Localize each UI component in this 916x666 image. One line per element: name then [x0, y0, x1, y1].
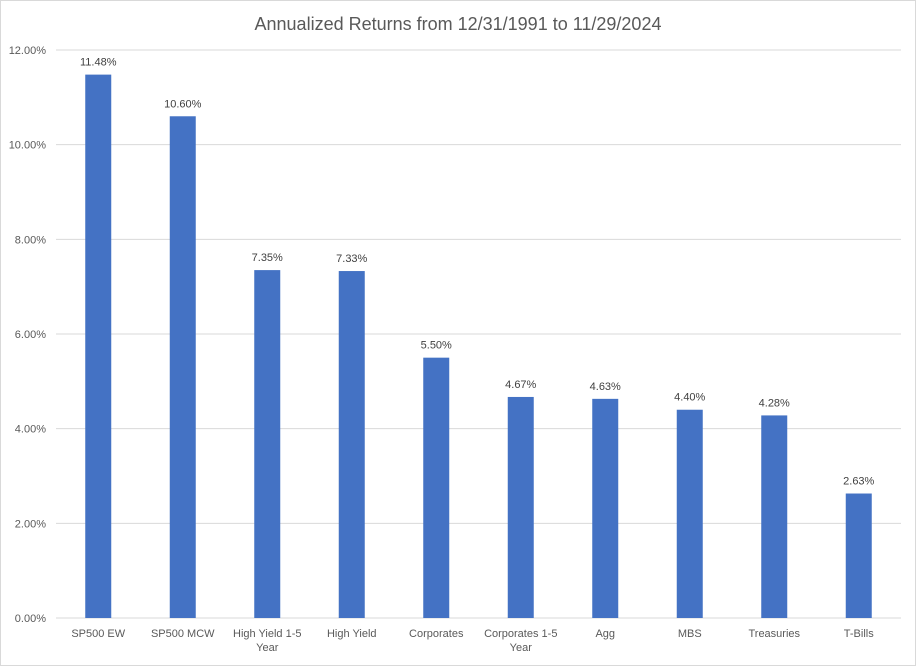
bar	[85, 74, 112, 618]
chart-title: Annualized Returns from 12/31/1991 to 11…	[255, 14, 662, 34]
data-label: 2.63%	[843, 476, 874, 488]
x-tick-label: Treasuries	[748, 628, 800, 640]
y-tick-label: 2.00%	[15, 518, 46, 530]
data-label: 4.40%	[674, 392, 705, 404]
data-label: 5.50%	[421, 340, 452, 352]
y-tick-label: 12.00%	[9, 45, 47, 57]
bar	[423, 357, 450, 618]
bar	[169, 116, 196, 619]
data-label: 7.35%	[252, 252, 283, 264]
bar	[338, 271, 365, 618]
x-tick-label: SP500 MCW	[151, 628, 215, 640]
bars	[85, 74, 872, 619]
bar	[592, 398, 619, 618]
y-tick-label: 4.00%	[15, 424, 46, 436]
x-tick-label: High Yield	[327, 628, 377, 640]
bar	[507, 396, 534, 618]
data-label: 11.48%	[80, 57, 117, 69]
x-tick-label: High Yield 1-5 Year	[233, 628, 302, 654]
y-tick-label: 0.00%	[15, 613, 46, 625]
y-tick-label: 8.00%	[15, 234, 46, 246]
data-label: 4.63%	[590, 381, 621, 393]
bar	[845, 493, 872, 618]
data-label: 4.28%	[759, 397, 790, 409]
data-label: 7.33%	[336, 253, 367, 265]
x-axis-tick-labels: SP500 EW SP500 MCW High Yield 1-5 Year High …	[71, 628, 874, 654]
x-tick-label: Corporates	[409, 628, 464, 640]
bar	[676, 409, 703, 618]
x-tick-label: Agg	[595, 628, 615, 640]
y-tick-label: 10.00%	[9, 140, 47, 152]
gridlines	[56, 49, 901, 619]
data-labels: 11.48% 10.60% 7.35% 7.33% 5.50% 4.67% 4.63% 4.4…	[80, 57, 875, 488]
x-tick-label: MBS	[678, 628, 702, 640]
y-axis-tick-labels: 0.00% 2.00% 4.00% 6.00% 8.00% 10.00% 12.00%	[9, 45, 47, 625]
data-label: 4.67%	[505, 379, 536, 391]
y-tick-label: 6.00%	[15, 329, 46, 341]
x-tick-label: SP500 EW	[71, 628, 125, 640]
x-tick-label: T-Bills	[844, 628, 874, 640]
bar	[761, 415, 788, 618]
bar	[254, 270, 281, 618]
data-label: 10.60%	[164, 98, 202, 110]
x-tick-label: Corporates 1-5 Year	[484, 628, 557, 654]
